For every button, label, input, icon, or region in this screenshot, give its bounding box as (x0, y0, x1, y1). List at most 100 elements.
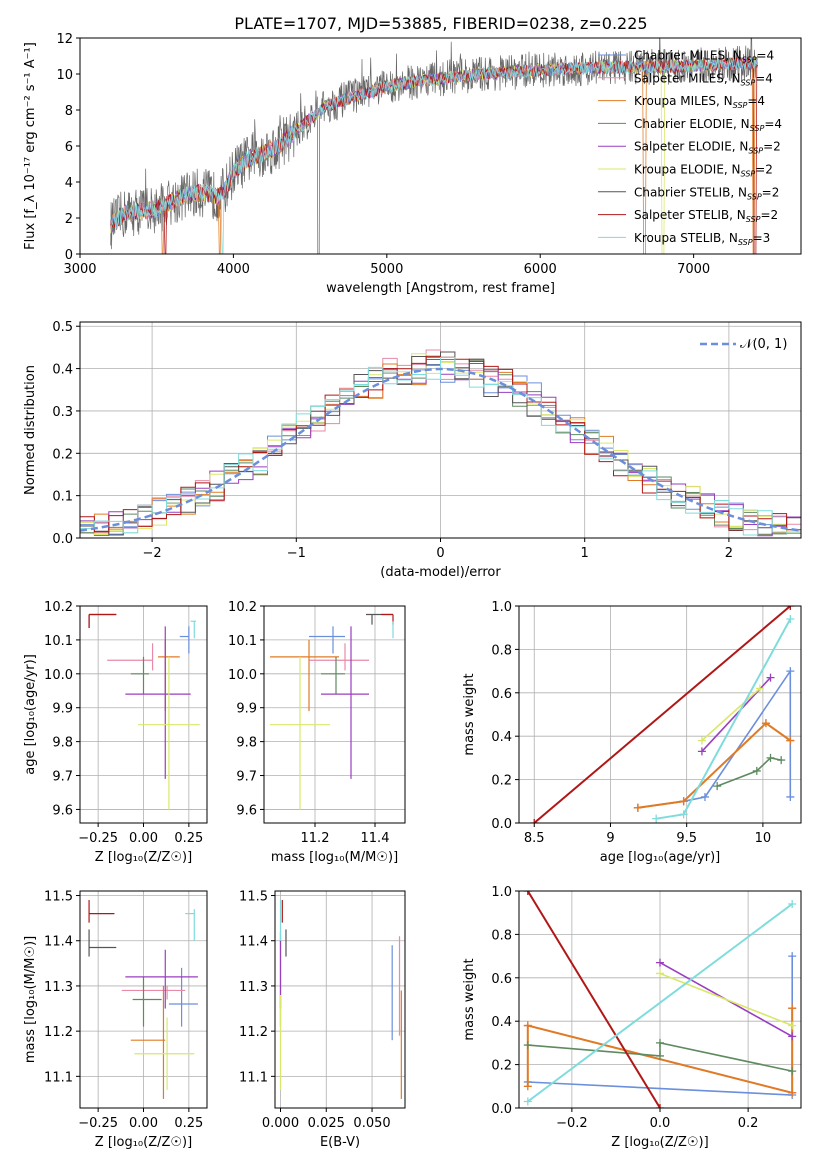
x-axis-label: (data-model)/error (380, 565, 501, 580)
plot-area (523, 891, 797, 1108)
plot-area (88, 900, 198, 1099)
spectrum-line (110, 57, 759, 254)
weight-point-marker (786, 615, 795, 624)
legend-label-subscript: SSP (741, 78, 756, 87)
x-tick-label: 0.2 (738, 1116, 759, 1131)
plot-area (80, 349, 801, 538)
y-tick-label: 0.0 (52, 532, 73, 547)
y-tick-label: 11.2 (44, 1025, 73, 1040)
y-axis-label: Normed distribution (23, 365, 38, 495)
y-tick-label: 9.9 (236, 702, 257, 717)
axes-overlay: 11.2 11.4 9.6 9.7 9.8 9.9 10.0 10.1 10.2 mass [lo… (228, 600, 406, 865)
x-tick-label: 5000 (370, 262, 403, 277)
weight-point-marker (633, 803, 642, 812)
spectrum-line (110, 55, 759, 254)
weight-point-marker (766, 753, 775, 762)
x-axis-label: Z [log₁₀(Z/Z☉)] (95, 850, 192, 865)
y-tick-label: 9.8 (52, 736, 73, 751)
legend-label-text: Chabrier MILES, N (634, 49, 742, 63)
x-tick-label: 9 (606, 831, 614, 846)
x-tick-label: 2 (725, 546, 733, 561)
legend-label-subscript: SSP (738, 238, 753, 247)
weight-series-line (527, 1041, 793, 1072)
x-axis-label: wavelength [Angstrom, rest frame] (326, 281, 555, 296)
x-tick-label: 1 (581, 546, 589, 561)
x-tick-label: 0.25 (174, 1116, 203, 1131)
x-tick-label: 0.000 (262, 1116, 299, 1131)
legend-label: Chabrier MILES, NSSP=4 (634, 49, 774, 65)
figure-title: PLATE=1707, MJD=53885, FIBERID=0238, z=0… (234, 14, 647, 33)
x-tick-label: 7000 (677, 262, 710, 277)
legend-label-text: Kroupa ELODIE, N (634, 163, 741, 177)
legend-label-text: Salpeter ELODIE, N (634, 140, 748, 154)
y-tick-label: 9.6 (52, 803, 73, 818)
axes-overlay: −0.2 0.0 0.2 0.0 0.2 0.4 0.6 0.8 1.0 Z [log₁₀(Z/Z… (462, 885, 802, 1150)
y-tick-label: 11.1 (44, 1070, 73, 1085)
y-tick-label: 11.3 (44, 980, 73, 995)
y-axis-label: age [log₁₀(age/yr)] (23, 654, 38, 775)
legend-label-count: =2 (760, 208, 778, 222)
y-tick-label: 11.4 (239, 935, 268, 950)
weight-point-marker (788, 1032, 797, 1041)
plot-area (88, 613, 200, 810)
legend-label-count: =4 (755, 71, 773, 85)
y-tick-label: 10.1 (44, 634, 73, 649)
y-tick-label: 8 (65, 104, 73, 119)
legend-label-text: Chabrier STELIB, N (634, 185, 747, 199)
weight-point-marker (656, 1104, 664, 1108)
weight-vs-age-panel: 8.5 9 9.5 10 0.0 0.2 0.4 0.6 0.8 1.0 age [log₁₀(ag… (462, 600, 802, 865)
y-tick-label: 0.4 (491, 1015, 512, 1030)
legend-label: Kroupa ELODIE, NSSP=2 (634, 163, 773, 179)
weight-point-marker (679, 797, 688, 806)
axes-frame (518, 605, 802, 824)
y-tick-label: 0.8 (491, 643, 512, 658)
axes-overlay: 3000 4000 5000 6000 7000 0 2 4 6 8 10 12 wavelength … (23, 32, 802, 296)
legend-label-text: Kroupa MILES, N (634, 94, 733, 108)
y-tick-label: 4 (65, 176, 73, 191)
weight-point-marker (656, 958, 664, 967)
legend-label-subscript: SSP (742, 56, 757, 65)
weight-point-marker (656, 1051, 664, 1060)
y-tick-label: 10.2 (44, 600, 73, 615)
y-tick-label: 9.7 (236, 770, 257, 785)
y-tick-label: 0.0 (491, 817, 512, 832)
weight-point-marker (713, 782, 722, 791)
y-tick-label: 11.1 (239, 1070, 268, 1085)
x-tick-label: 6000 (524, 262, 557, 277)
legend-label: Salpeter STELIB, NSSP=2 (634, 208, 778, 224)
y-tick-label: 0.2 (52, 447, 73, 462)
legend-label-subscript: SSP (748, 147, 763, 156)
age-vs-mass-panel: 11.2 11.4 9.6 9.7 9.8 9.9 10.0 10.1 10.2 mass [lo… (228, 600, 406, 865)
normal-curve (80, 367, 801, 532)
weight-point-marker (786, 606, 795, 610)
weight-point-marker (700, 792, 709, 801)
weight-point-marker (652, 814, 661, 823)
legend-label-count: =2 (755, 163, 773, 177)
y-tick-label: 0.0 (491, 1102, 512, 1117)
mass-vs-ebv-panel: 0.000 0.025 0.050 11.1 11.2 11.3 11.4 11.5 E(B-V… (239, 890, 406, 1150)
x-tick-label: 0 (436, 546, 444, 561)
x-tick-label: 0.025 (308, 1116, 345, 1131)
weight-point-marker (530, 819, 539, 823)
y-tick-label: 9.8 (236, 736, 257, 751)
y-tick-label: 0.3 (52, 405, 73, 420)
weight-point-marker (788, 1067, 797, 1076)
axes-overlay: 0.000 0.025 0.050 11.1 11.2 11.3 11.4 11.5 E(B-V… (239, 890, 406, 1150)
weight-series-line (637, 721, 791, 809)
weight-point-marker (761, 719, 770, 728)
legend-label: Salpeter ELODIE, NSSP=2 (634, 140, 781, 156)
y-tick-label: 10.2 (228, 600, 257, 615)
legend-label: Chabrier STELIB, NSSP=2 (634, 185, 779, 201)
y-tick-label: 12 (56, 32, 73, 47)
weight-point-marker (786, 736, 795, 745)
plot-area (110, 38, 759, 254)
weight-point-marker (697, 747, 706, 756)
legend-label-subscript: SSP (747, 192, 762, 201)
legend-label: Kroupa MILES, NSSP=4 (634, 94, 765, 110)
x-tick-label: 11.4 (361, 831, 390, 846)
weight-series-line (659, 972, 793, 1027)
x-tick-label: 8.5 (524, 831, 545, 846)
x-tick-label: 0.25 (174, 831, 203, 846)
x-tick-label: 3000 (63, 262, 96, 277)
x-axis-label: mass [log₁₀(M/M☉)] (271, 850, 398, 865)
